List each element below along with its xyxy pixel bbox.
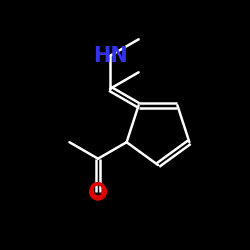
Text: HN: HN [93, 46, 128, 66]
Text: O: O [89, 182, 107, 202]
